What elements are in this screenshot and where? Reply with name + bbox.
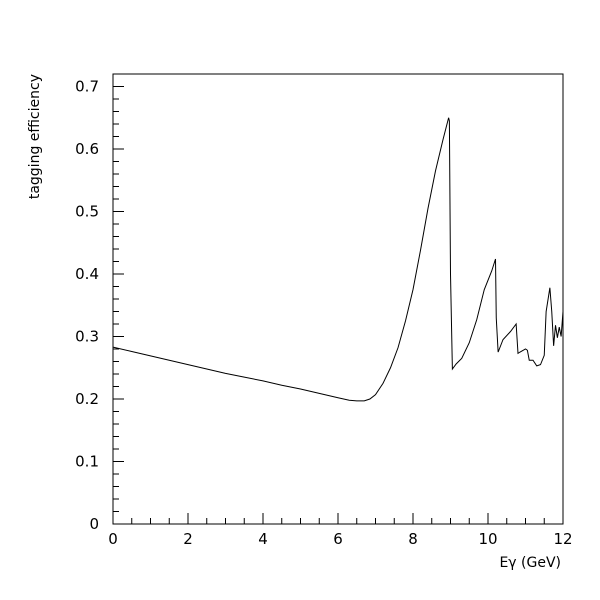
series-line [112,117,564,402]
y-tick-label: 0.7 [75,78,99,96]
y-tick-label: 0.6 [75,140,99,158]
y-tick-label: 0.2 [75,390,99,408]
y-tick-label: 0.3 [75,328,99,346]
x-tick-label: 4 [258,530,268,548]
y-axis-label: tagging efficiency [27,74,43,199]
x-tick-label: 10 [478,530,497,548]
y-tick-label: 0 [89,515,99,533]
axis-ticks [112,73,564,525]
y-tick-label: 0.5 [75,203,99,221]
x-axis-label: Eγ (GeV) [499,555,561,571]
x-tick-label: 6 [333,530,343,548]
x-tick-label: 0 [108,530,118,548]
y-tick-label: 0.4 [75,265,99,283]
x-tick-label: 2 [183,530,193,548]
x-tick-label: 12 [553,530,572,548]
y-tick-label: 0.1 [75,453,99,471]
x-tick-label: 8 [408,530,418,548]
axis-tick-labels: 0 2 4 6 8 10 12 0 0.1 0.2 0.3 0.4 0.5 0.6 0.7 [75,78,572,549]
